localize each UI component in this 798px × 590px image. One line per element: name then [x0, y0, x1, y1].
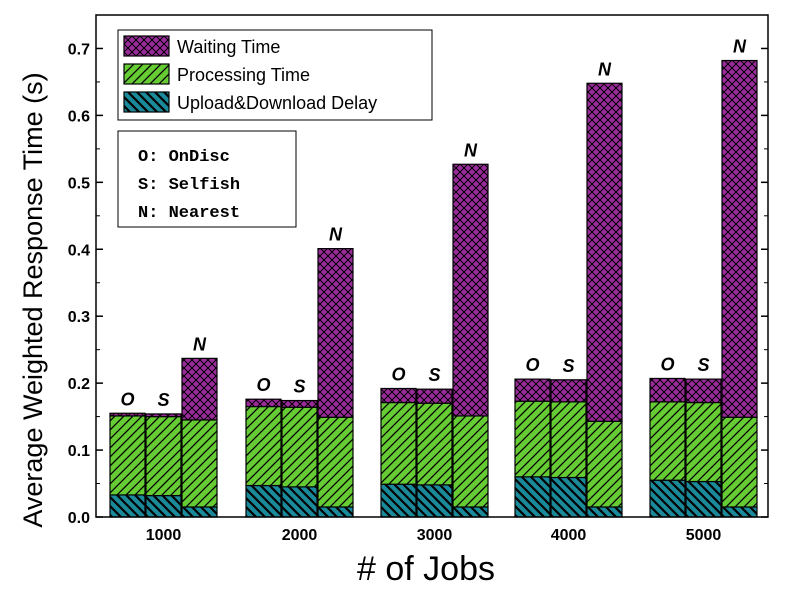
- bar-segment-processing: [514, 400, 551, 478]
- bar-segment-upload: [181, 506, 218, 518]
- x-tick-label: 4000: [551, 527, 587, 544]
- y-tick-label: 0.0: [68, 510, 90, 527]
- bar-label: O: [525, 355, 539, 375]
- bar-segment-waiting: [380, 387, 417, 404]
- legend-label-processing: Processing Time: [177, 65, 310, 85]
- x-tick-label: 2000: [282, 527, 318, 544]
- y-tick-label: 0.6: [68, 108, 90, 125]
- bar-segment-upload: [514, 476, 551, 518]
- y-tick-label: 0.5: [68, 175, 90, 192]
- x-tick-label: 5000: [686, 527, 722, 544]
- abbreviation-frame: [117, 130, 297, 228]
- bar-segment-processing: [586, 420, 623, 508]
- bar-label: O: [660, 354, 674, 374]
- bar-segment-upload: [317, 506, 354, 518]
- bar-segment-processing: [416, 402, 453, 486]
- x-axis-title: # of Jobs: [357, 550, 495, 588]
- bar-segment-processing: [721, 416, 758, 508]
- bar-label: N: [329, 225, 343, 245]
- bar-segment-waiting: [685, 378, 722, 404]
- bar-segment-waiting: [550, 379, 587, 403]
- y-axis-title: Average Weighted Response Time (s): [18, 72, 48, 527]
- bar-label: N: [193, 334, 207, 354]
- x-tick-label: 1000: [146, 527, 182, 544]
- legend-swatch-waiting: [123, 35, 170, 57]
- bar-segment-processing: [281, 406, 318, 488]
- y-tick-label: 0.4: [68, 242, 90, 259]
- bar-segment-upload: [380, 483, 417, 518]
- bar-segment-waiting: [586, 82, 623, 422]
- bar-segment-processing: [452, 415, 489, 508]
- bar-segment-upload: [586, 506, 623, 518]
- legend-label-upload: Upload&Download Delay: [177, 93, 377, 113]
- bar-label: O: [120, 389, 134, 409]
- bar-segment-waiting: [281, 399, 318, 408]
- bar-segment-waiting: [649, 377, 686, 403]
- bar-segment-processing: [317, 416, 354, 508]
- bar-segment-waiting: [514, 378, 551, 402]
- bar-segment-upload: [145, 494, 182, 518]
- bar-segment-waiting: [721, 59, 758, 418]
- bar-segment-waiting: [245, 398, 282, 408]
- abbreviation-box: O: OnDisc S: Selfish N: Nearest: [117, 130, 297, 228]
- bar-segment-waiting: [109, 412, 146, 417]
- bar-segment-upload: [281, 486, 318, 518]
- bar-label: S: [697, 355, 709, 375]
- bar-segment-waiting: [181, 357, 218, 421]
- plot-area: O S N O S N O S N O S N O S N: [109, 37, 758, 518]
- bar-segment-upload: [416, 484, 453, 518]
- legend-box: [117, 29, 433, 121]
- bar-segment-processing: [649, 401, 686, 481]
- bar-label: N: [464, 140, 478, 160]
- bar-segment-upload: [721, 506, 758, 518]
- bar-label: S: [428, 365, 440, 385]
- x-tick-label: 3000: [417, 527, 453, 544]
- y-tick-label: 0.7: [68, 41, 90, 58]
- legend: Waiting Time Processing Time Upload&Down…: [117, 29, 433, 121]
- bar-segment-upload: [109, 494, 146, 518]
- bar-segment-upload: [245, 484, 282, 518]
- y-tick-label: 0.1: [68, 443, 90, 460]
- legend-label-waiting: Waiting Time: [177, 37, 280, 57]
- bar-label: S: [293, 377, 305, 397]
- legend-swatch-upload: [123, 91, 170, 113]
- bar-segment-waiting: [145, 413, 182, 418]
- bar-segment-upload: [685, 480, 722, 518]
- bar-segment-waiting: [452, 163, 489, 417]
- y-tick-label: 0.3: [68, 309, 90, 326]
- abbreviation-ondisc: O: OnDisc: [138, 148, 230, 167]
- bar-label: N: [733, 37, 747, 57]
- bar-label: S: [157, 390, 169, 410]
- bar-segment-processing: [109, 415, 146, 496]
- bar-segment-processing: [181, 419, 218, 508]
- bar-segment-processing: [550, 401, 587, 479]
- bar-segment-processing: [685, 401, 722, 483]
- y-tick-label: 0.2: [68, 376, 90, 393]
- bar-segment-processing: [145, 416, 182, 497]
- axes: 0.0 0.1 0.2 0.3 0.4 0.5 0.6 0.7 1000 2000 3000 4000…: [68, 14, 769, 544]
- bar-label: O: [391, 364, 405, 384]
- bar-segment-processing: [245, 405, 282, 487]
- bar-label: O: [256, 375, 270, 395]
- abbreviation-nearest: N: Nearest: [138, 204, 240, 223]
- bar-label: N: [598, 59, 612, 79]
- abbreviation-selfish: S: Selfish: [138, 176, 240, 195]
- bar-segment-waiting: [416, 388, 453, 404]
- bar-segment-upload: [452, 506, 489, 518]
- legend-swatch-processing: [123, 63, 170, 85]
- bar-segment-waiting: [317, 247, 354, 418]
- bar-segment-processing: [380, 401, 417, 485]
- bar-label: S: [562, 356, 574, 376]
- bar-segment-upload: [649, 479, 686, 518]
- bar-segment-upload: [550, 476, 587, 518]
- plot-frame: [95, 14, 769, 518]
